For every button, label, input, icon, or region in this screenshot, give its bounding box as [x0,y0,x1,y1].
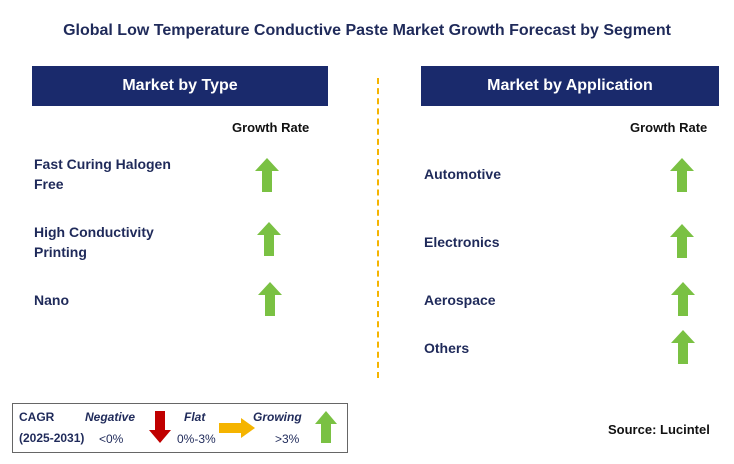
application-row-label: Others [424,340,470,356]
application-row-label: Electronics [424,234,500,250]
type-row-label: Nano [34,292,69,308]
up-arrow-icon [671,330,695,364]
type-row-label: High Conductivity Printing [34,224,154,260]
up-arrow-icon [257,222,281,256]
legend-flat-label: Flat [184,410,206,424]
down-arrow-icon [149,411,171,443]
application-growth-rate-label: Growth Rate [630,120,708,135]
type-growth-rate-label: Growth Rate [232,120,310,135]
up-arrow-icon [670,158,694,192]
panel-divider [377,78,379,378]
page-title: Global Low Temperature Conductive Paste … [63,22,671,39]
application-row-label: Aerospace [424,292,496,308]
type-row-label: Fast Curing Halogen Free [34,156,171,192]
up-arrow-icon [258,282,282,316]
source-note: Source: Lucintel [608,422,710,437]
up-arrow-icon [315,411,337,443]
up-arrow-icon [255,158,279,192]
legend-negative-label: Negative [85,410,136,424]
up-arrow-icon [671,282,695,316]
legend-cagr-label: CAGR [19,410,55,424]
application-panel-header: Market by Application [421,66,719,106]
cagr-legend: CAGR (2025-2031) Negative <0% Flat 0%-3%… [12,403,348,453]
legend-period-label: (2025-2031) [19,431,85,445]
legend-negative-range: <0% [99,432,124,446]
legend-growing-range: >3% [275,432,300,446]
up-arrow-icon [670,224,694,258]
application-row-label: Automotive [424,166,501,182]
type-panel-header: Market by Type [32,66,328,106]
legend-growing-label: Growing [253,410,302,424]
right-arrow-icon [219,418,255,438]
legend-flat-range: 0%-3% [177,432,216,446]
